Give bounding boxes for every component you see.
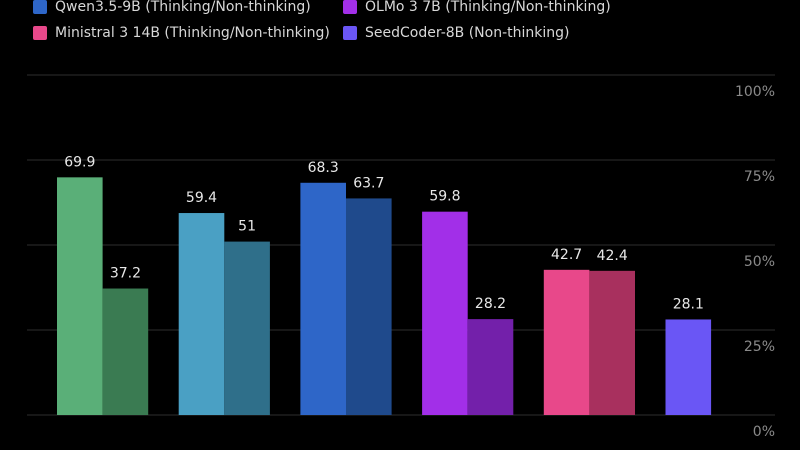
bar <box>300 182 346 415</box>
legend-swatch <box>343 0 357 14</box>
y-tick-label: 75% <box>744 169 775 185</box>
y-tick-label: 100% <box>735 84 775 100</box>
bar <box>178 213 225 415</box>
value-label: 69.9 <box>64 154 95 170</box>
value-label: 42.7 <box>551 247 582 263</box>
value-label: 63.7 <box>353 175 384 191</box>
value-label: 59.8 <box>429 189 460 205</box>
value-label: 42.4 <box>597 248 628 264</box>
bar <box>346 198 392 415</box>
value-label: 28.1 <box>673 296 704 312</box>
value-label: 68.3 <box>308 160 339 176</box>
legend-label: Qwen3.5-9B (Thinking/Non-thinking) <box>55 0 311 15</box>
bar <box>422 211 468 415</box>
legend-swatch <box>343 26 357 40</box>
y-tick-label: 50% <box>744 254 775 270</box>
y-tick-label: 0% <box>753 424 775 440</box>
bar <box>102 288 149 415</box>
bar <box>589 270 635 415</box>
y-tick-label: 25% <box>744 339 775 355</box>
value-label: 28.2 <box>475 296 506 312</box>
bar <box>224 241 270 415</box>
legend-label: SeedCoder-8B (Non-thinking) <box>365 25 569 41</box>
bar <box>57 177 103 415</box>
legend-swatch <box>33 26 47 40</box>
bar <box>543 269 590 415</box>
legend-label: OLMo 3 7B (Thinking/Non-thinking) <box>365 0 611 15</box>
bar <box>467 319 514 415</box>
value-label: 51 <box>238 219 256 235</box>
value-label: 37.2 <box>110 266 141 282</box>
legend-label: Ministral 3 14B (Thinking/Non-thinking) <box>55 25 330 41</box>
bar <box>665 319 712 415</box>
legend-swatch <box>33 0 47 14</box>
value-label: 59.4 <box>186 190 217 206</box>
